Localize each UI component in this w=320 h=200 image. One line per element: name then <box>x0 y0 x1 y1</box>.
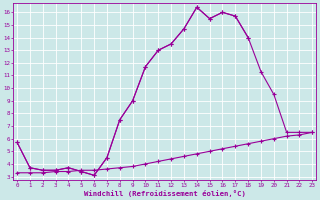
X-axis label: Windchill (Refroidissement éolien,°C): Windchill (Refroidissement éolien,°C) <box>84 190 246 197</box>
